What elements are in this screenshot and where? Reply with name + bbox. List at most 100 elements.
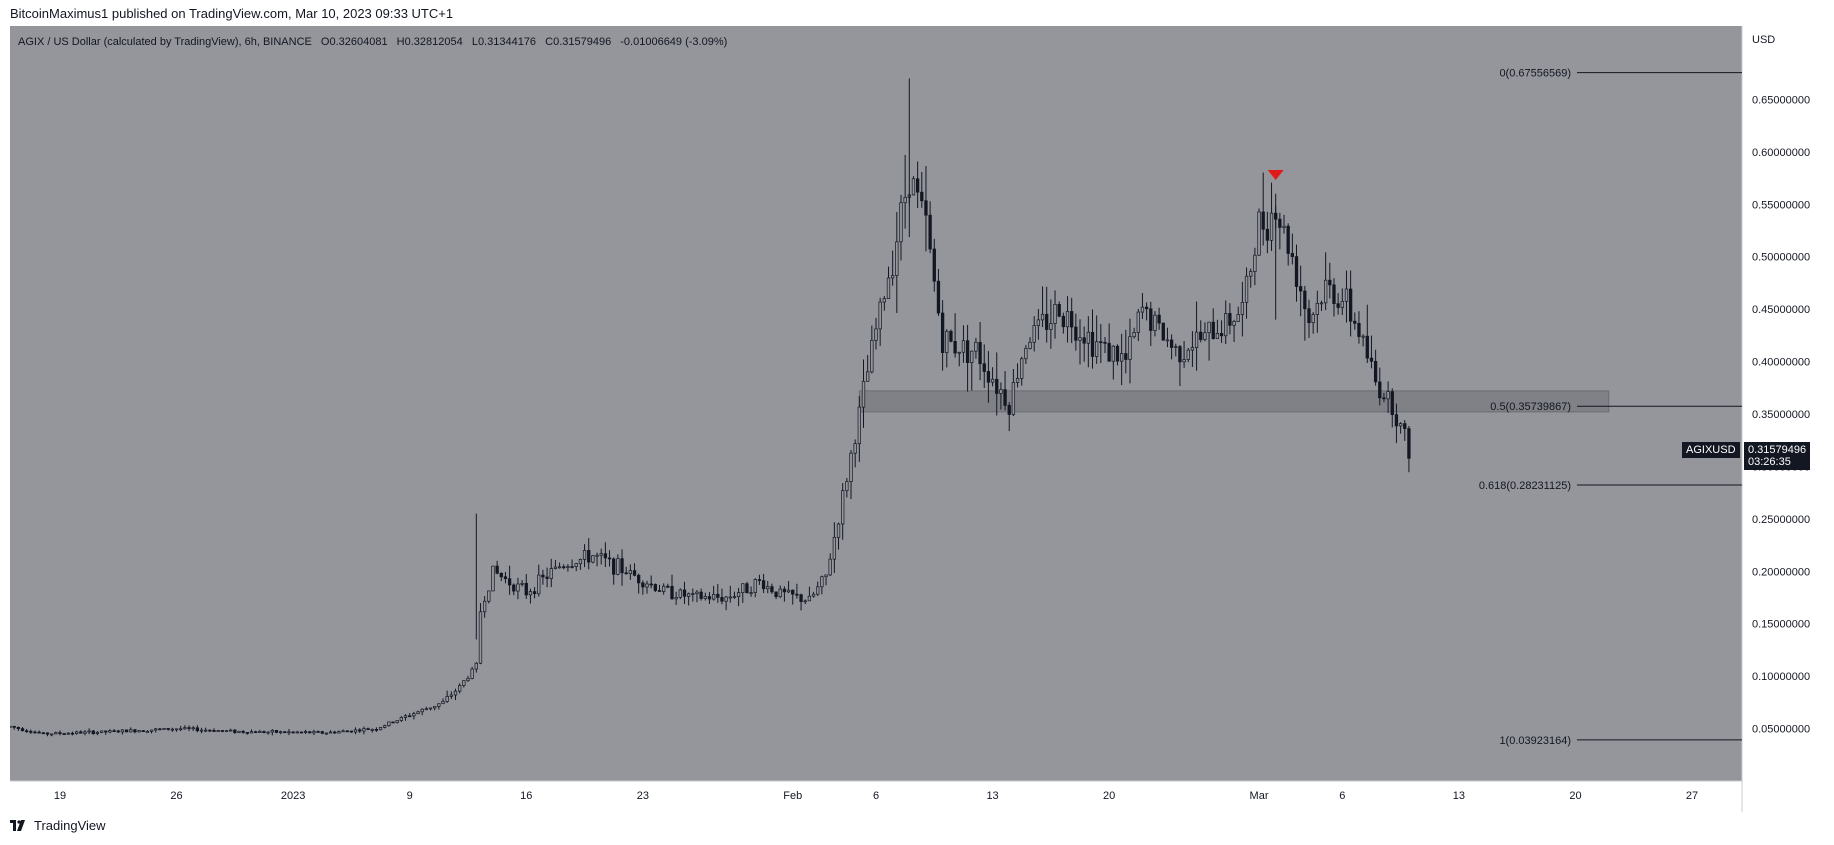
candle-body — [1265, 228, 1270, 241]
candle-body — [174, 728, 179, 731]
candle-body — [607, 557, 612, 560]
y-tick-label: 0.40000000 — [1752, 357, 1810, 369]
candle-body — [1299, 286, 1303, 292]
low-value: 0.31344176 — [477, 36, 537, 48]
candle-body — [195, 727, 200, 732]
time-axis[interactable]: 19 26 2023 9 16 23 Feb 6 13 20 Mar 6 13 20 27 — [54, 790, 1698, 802]
candle-body — [791, 589, 795, 595]
x-tick-label: 6 — [1339, 790, 1345, 802]
candle-body — [408, 715, 412, 718]
candle-body — [104, 730, 108, 733]
candle-body — [770, 586, 774, 593]
candle-body — [616, 558, 620, 575]
candle-body — [478, 611, 483, 664]
candle-body — [1365, 335, 1369, 359]
candle-body — [1165, 339, 1170, 342]
candle-body — [124, 729, 129, 733]
candle-body — [1003, 389, 1007, 406]
candle-body — [41, 732, 45, 735]
candle-body — [224, 730, 229, 732]
candle-body — [1353, 320, 1357, 324]
candle-body — [445, 696, 449, 702]
price-chart[interactable]: 0(0.67556569) 0.5(0.35739867) 0.618(0.2823… — [10, 26, 1824, 812]
candle-body — [653, 584, 657, 591]
candle-body — [258, 731, 262, 733]
candle-body — [1207, 321, 1211, 334]
candle-body — [761, 580, 766, 590]
candle-body — [716, 593, 720, 598]
currency-label: USD — [1752, 34, 1776, 46]
candle-body — [1057, 304, 1061, 317]
candle-body — [420, 708, 424, 713]
candle-body — [745, 583, 749, 594]
candle-body — [341, 730, 345, 733]
candle-body — [620, 558, 624, 574]
candle-body — [949, 330, 953, 342]
candle-body — [299, 731, 304, 734]
candle-body — [903, 197, 907, 204]
candle-body — [353, 729, 358, 733]
candle-body — [537, 574, 541, 595]
candle-body — [229, 729, 233, 732]
candle-body — [474, 662, 478, 670]
candle-body — [116, 730, 120, 733]
y-tick-label: 0.10000000 — [1752, 671, 1810, 683]
candle-body — [1090, 331, 1095, 357]
candle-body — [212, 730, 216, 732]
candle-body — [940, 312, 945, 353]
candle-body — [10, 725, 12, 728]
candle-body — [811, 593, 816, 597]
candle-body — [699, 591, 703, 599]
chart-area[interactable]: 0(0.67556569) 0.5(0.35739867) 0.618(0.2823… — [10, 26, 1824, 812]
candle-body — [1028, 341, 1032, 349]
candle-body — [1061, 315, 1066, 328]
candle-body — [795, 593, 799, 596]
x-tick-label: 9 — [407, 790, 413, 802]
candle-body — [183, 727, 187, 730]
y-tick-label: 0.45000000 — [1752, 304, 1810, 316]
candle-body — [20, 728, 25, 732]
candle-body — [37, 731, 41, 734]
candle-body — [1348, 288, 1353, 322]
candle-body — [333, 731, 337, 734]
candle-body — [1140, 306, 1145, 313]
candle-body — [891, 275, 895, 279]
candle-body — [449, 694, 453, 697]
candle-body — [707, 596, 712, 600]
candle-body — [1261, 211, 1265, 230]
candle-body — [1186, 349, 1190, 360]
candle-body — [911, 178, 916, 196]
candle-body — [1278, 218, 1282, 228]
candle-body — [1332, 284, 1336, 304]
candle-body — [79, 731, 83, 734]
candle-body — [33, 731, 37, 734]
candle-body — [204, 729, 208, 732]
candle-body — [1099, 341, 1103, 344]
candle-body — [1219, 333, 1224, 337]
candle-body — [570, 566, 574, 568]
candle-body — [703, 596, 707, 599]
candle-body — [512, 584, 516, 592]
publisher-header: BitcoinMaximus1 published on TradingView… — [10, 6, 454, 21]
candle-body — [1253, 254, 1257, 272]
tradingview-logo-icon — [10, 820, 28, 831]
candle-body — [562, 566, 566, 569]
candle-body — [145, 730, 150, 733]
candle-body — [645, 583, 649, 588]
candle-body — [566, 566, 570, 568]
candle-body — [1111, 345, 1115, 362]
price-axis[interactable]: 0.05000000 0.10000000 0.15000000 0.20000000… — [1752, 94, 1810, 735]
candle-body — [724, 596, 728, 602]
candle-body — [528, 591, 533, 596]
candle-body — [1215, 333, 1220, 339]
candle-body — [1174, 346, 1178, 348]
candle-body — [612, 558, 616, 575]
candle-body — [1290, 253, 1294, 257]
candle-body — [83, 731, 87, 734]
candle-body — [895, 241, 899, 276]
candle-body — [403, 715, 408, 718]
x-tick-label: Mar — [1250, 790, 1269, 802]
candle-body — [1369, 357, 1374, 362]
candle-body — [845, 481, 849, 492]
candle-body — [932, 248, 936, 282]
